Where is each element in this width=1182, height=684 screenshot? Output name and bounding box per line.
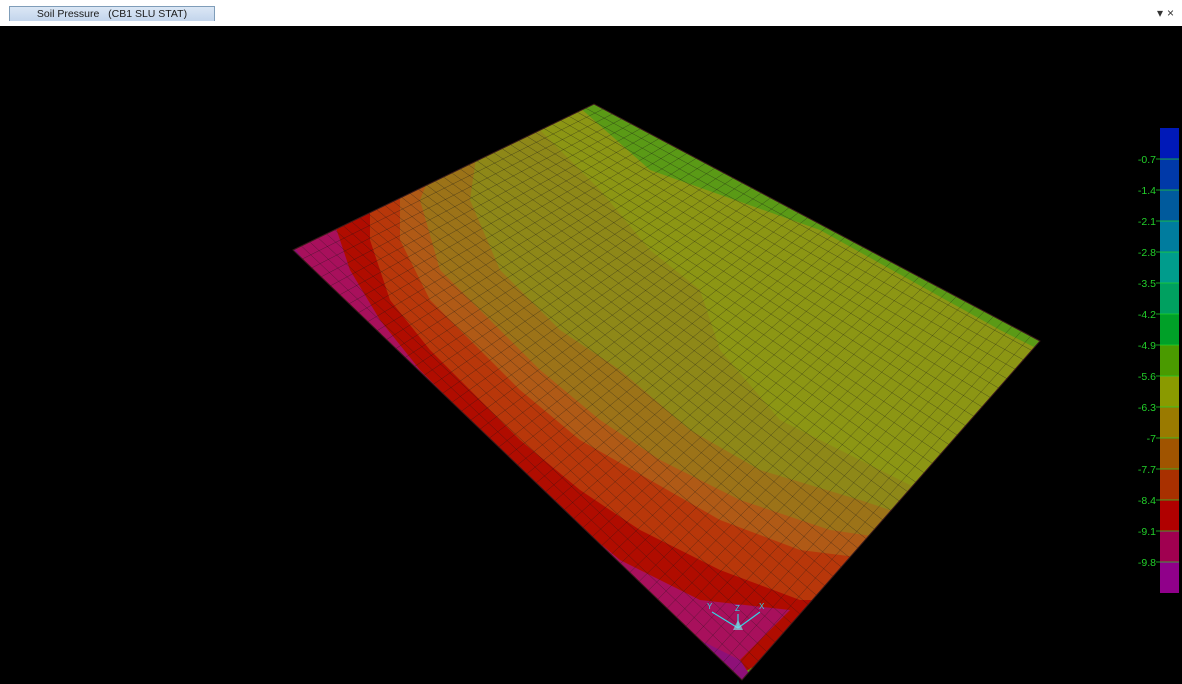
legend-label: -7.7 bbox=[1138, 464, 1156, 476]
mesh-line bbox=[638, 286, 938, 582]
mesh-line bbox=[545, 237, 846, 493]
mesh-line bbox=[554, 242, 855, 502]
tab-soil-pressure[interactable]: Soil Pressure (CB1 SLU STAT) bbox=[9, 6, 215, 21]
x-axis-label: X bbox=[759, 602, 765, 611]
close-icon[interactable]: × bbox=[1166, 6, 1174, 20]
mesh-line bbox=[564, 246, 864, 510]
legend-swatch bbox=[1160, 345, 1179, 376]
legend-swatch bbox=[1160, 469, 1179, 500]
slab-mesh bbox=[293, 104, 1040, 680]
mesh-line bbox=[526, 227, 827, 475]
mesh-line bbox=[732, 335, 1031, 672]
mesh-line bbox=[320, 118, 622, 278]
mesh-line bbox=[666, 301, 966, 609]
legend-swatch bbox=[1160, 562, 1179, 593]
mesh-line bbox=[423, 172, 725, 376]
mesh-line bbox=[582, 256, 883, 528]
legend-swatch bbox=[1160, 221, 1179, 252]
mesh-line bbox=[648, 291, 948, 591]
legend-label: -6.3 bbox=[1138, 402, 1156, 414]
origin-marker-icon bbox=[733, 620, 743, 630]
legend-label: -4.9 bbox=[1138, 340, 1156, 352]
mesh-line bbox=[377, 148, 678, 331]
legend-label: -2.8 bbox=[1138, 247, 1156, 259]
mesh-line bbox=[405, 163, 706, 358]
legend-swatch bbox=[1160, 438, 1179, 469]
mesh-line bbox=[620, 276, 920, 564]
mesh-line bbox=[489, 207, 790, 439]
window-titlebar: Soil Pressure (CB1 SLU STAT) ▾ × bbox=[0, 0, 1182, 26]
mesh-line bbox=[470, 197, 771, 421]
mesh-line bbox=[433, 177, 734, 385]
mesh-line bbox=[573, 251, 873, 519]
window-controls: ▾ × bbox=[1157, 6, 1174, 20]
mesh-line bbox=[536, 232, 836, 484]
mesh-line bbox=[592, 261, 892, 537]
mesh-line bbox=[339, 128, 641, 296]
mesh-line bbox=[601, 266, 901, 546]
mesh-line bbox=[330, 123, 632, 287]
legend-label: -0.7 bbox=[1138, 154, 1156, 166]
mesh-line bbox=[414, 167, 715, 367]
legend-label: -9.1 bbox=[1138, 526, 1156, 538]
mesh-line bbox=[723, 330, 1022, 663]
mesh-line bbox=[498, 212, 799, 448]
mesh-line bbox=[507, 217, 808, 457]
mesh-line bbox=[395, 158, 697, 349]
mesh-line bbox=[386, 153, 688, 340]
mesh-line bbox=[349, 133, 650, 304]
mesh-line bbox=[367, 143, 669, 322]
legend-swatch bbox=[1160, 376, 1179, 407]
mesh-line bbox=[629, 281, 929, 573]
slab-outline bbox=[292, 103, 1041, 681]
legend-label: -4.2 bbox=[1138, 309, 1156, 321]
legend-label: -8.4 bbox=[1138, 495, 1156, 507]
legend-swatch bbox=[1160, 159, 1179, 190]
axes-triad: Y Z X bbox=[707, 602, 765, 630]
color-legend: -0.7 -1.4 -2.1 -2.8 -3.5 -4.2 -4.9 -5.6 -6.3 -7 -7… bbox=[1138, 128, 1179, 593]
legend-swatch bbox=[1160, 190, 1179, 221]
legend-swatch bbox=[1160, 283, 1179, 314]
chevron-down-icon[interactable]: ▾ bbox=[1156, 6, 1163, 20]
mesh-line bbox=[311, 113, 613, 269]
legend-label: -1.4 bbox=[1138, 185, 1156, 197]
legend-label: -9.8 bbox=[1138, 557, 1156, 569]
mesh-line bbox=[302, 108, 604, 260]
model-viewport[interactable]: Y Z X -0.7 -1.4 -2.1 -2.8 -3.5 -4.2 -4.9 -5.6 -6… bbox=[0, 26, 1182, 684]
legend-label: -3.5 bbox=[1138, 278, 1156, 290]
mesh-line bbox=[461, 192, 762, 412]
legend-swatch bbox=[1160, 314, 1179, 345]
slab-contour bbox=[293, 104, 1040, 680]
legend-label: -5.6 bbox=[1138, 371, 1156, 383]
mesh-line bbox=[479, 202, 780, 430]
mesh-line bbox=[610, 271, 911, 555]
legend-swatch bbox=[1160, 128, 1179, 159]
mesh-line bbox=[695, 316, 994, 636]
mesh-line bbox=[358, 138, 660, 313]
z-axis-label: Z bbox=[735, 604, 740, 613]
mesh-line bbox=[442, 182, 743, 394]
soil-pressure-view: Y Z X -0.7 -1.4 -2.1 -2.8 -3.5 -4.2 -4.9 -5.6 -6… bbox=[292, 103, 1179, 681]
y-axis-label: Y bbox=[707, 602, 713, 611]
mesh-line bbox=[657, 296, 957, 600]
legend-swatch bbox=[1160, 252, 1179, 283]
legend-label: -2.1 bbox=[1138, 216, 1156, 228]
mesh-line bbox=[685, 311, 985, 627]
mesh-line bbox=[451, 187, 753, 403]
x-axis-line bbox=[737, 611, 761, 629]
legend-swatch bbox=[1160, 500, 1179, 531]
legend-swatch bbox=[1160, 531, 1179, 562]
mesh-line bbox=[704, 321, 1004, 645]
y-axis-line bbox=[711, 611, 739, 629]
mesh-line bbox=[713, 326, 1013, 654]
legend-swatch bbox=[1160, 407, 1179, 438]
mesh-line bbox=[517, 222, 818, 466]
mesh-line bbox=[676, 306, 976, 618]
legend-label: -7 bbox=[1147, 433, 1156, 445]
